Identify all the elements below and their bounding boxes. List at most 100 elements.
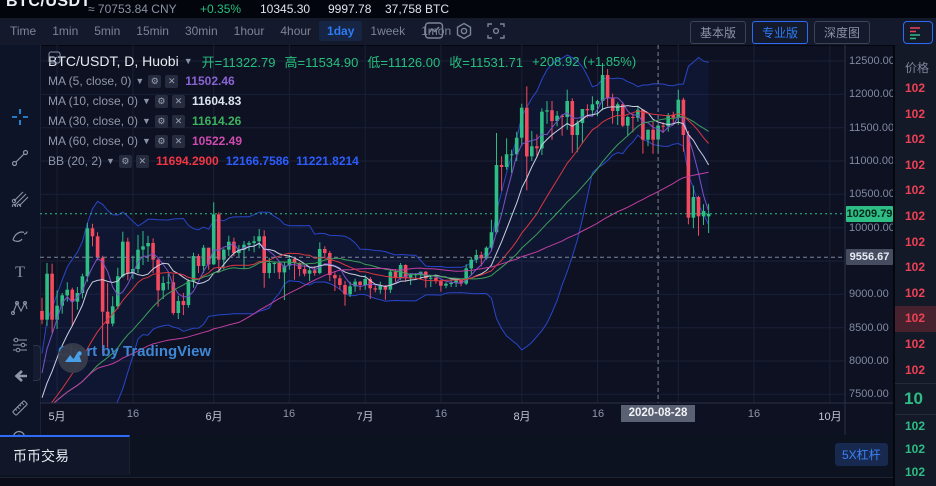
- settings-gear-icon[interactable]: [454, 22, 474, 40]
- text-tool-icon[interactable]: T: [15, 264, 25, 281]
- indicator-label[interactable]: MA (5, close, 0): [48, 74, 132, 88]
- ask-row[interactable]: 102: [905, 234, 926, 249]
- time-tick: 16: [591, 408, 605, 420]
- screenshot-icon[interactable]: [486, 22, 506, 40]
- time-tick: 6月: [205, 411, 223, 423]
- pitchfork-icon[interactable]: [11, 189, 29, 207]
- indicator-rows: MA (5, close, 0) ▼ ⚙ ✕ 11502.46 MA (10, close…: [48, 71, 636, 171]
- ohlc-high: 高=11534.90: [284, 54, 359, 70]
- indicator-settings-icon[interactable]: ⚙: [154, 114, 168, 128]
- indicator-settings-icon[interactable]: ⚙: [154, 134, 168, 148]
- ask-row[interactable]: 102: [905, 336, 926, 351]
- indicator-settings-icon[interactable]: ⚙: [118, 154, 132, 168]
- chevron-down-icon[interactable]: ▼: [142, 96, 151, 106]
- indicator-value: 11604.83: [191, 94, 242, 108]
- indicator-remove-icon[interactable]: ✕: [171, 94, 185, 108]
- indicator-value: 12166.7586: [225, 154, 290, 168]
- orderbook-asks: 102 102 102 102 102 102 102 102 102 102 102 102: [895, 76, 936, 383]
- indicator-row: MA (60, close, 0) ▼ ⚙ ✕ 10522.49: [48, 131, 636, 151]
- bottom-tab-bar: 币币交易 5X杠杆: [0, 435, 893, 486]
- hide-panel-arrow-icon[interactable]: [11, 367, 29, 385]
- legend-symbol-row[interactable]: BTC/USDT, D, Huobi ▼ 开=11322.79 高=11534.…: [48, 51, 636, 71]
- xabcd-pattern-icon[interactable]: [11, 299, 29, 317]
- ask-row[interactable]: 102: [905, 362, 926, 377]
- indicator-row: BB (20, 2) ▼ ⚙ ✕ 11694.2900 12166.7586 11221.8…: [48, 151, 636, 171]
- price-tick: 10500.00: [849, 188, 895, 200]
- indicator-label[interactable]: BB (20, 2): [48, 154, 103, 168]
- chevron-down-icon[interactable]: ▼: [135, 76, 145, 86]
- ask-row[interactable]: 102: [905, 132, 926, 147]
- symbol-title: BTC/USDT: [6, 0, 91, 10]
- indicator-settings-icon[interactable]: ⚙: [154, 94, 168, 108]
- rail-resize-handle[interactable]: [33, 345, 41, 381]
- time-tick: 16: [126, 408, 140, 420]
- indicator-remove-icon[interactable]: ✕: [171, 134, 185, 148]
- trend-line-icon[interactable]: [11, 149, 29, 167]
- bid-row[interactable]: 102: [905, 419, 926, 434]
- ask-row[interactable]: 102: [905, 81, 926, 95]
- chevron-down-icon[interactable]: ▼: [142, 116, 151, 126]
- time-tick: 16: [434, 408, 448, 420]
- chart-type-icon[interactable]: [424, 22, 444, 40]
- bb-basis: [50, 110, 709, 403]
- ask-row[interactable]: 102: [905, 285, 926, 300]
- legend-symbol[interactable]: BTC/USDT, D, Huobi: [48, 53, 179, 69]
- interval-1min[interactable]: 1min: [52, 24, 79, 38]
- price-tick: 11000.00: [849, 155, 895, 167]
- indicator-value: 11694.2900: [155, 154, 219, 168]
- forecast-icon[interactable]: [11, 336, 29, 354]
- chevron-down-icon[interactable]: ▼: [106, 156, 115, 166]
- ohlc-open: 开=11322.79: [201, 54, 276, 70]
- orderbook-layout-icon[interactable]: [903, 21, 933, 44]
- time-tick: 8月: [513, 411, 531, 423]
- bid-row[interactable]: 102: [905, 442, 926, 457]
- indicator-label[interactable]: MA (10, close, 0): [48, 94, 139, 108]
- ask-row[interactable]: 102: [905, 106, 926, 121]
- ask-row[interactable]: 102: [905, 183, 926, 198]
- orderbook-last-price: 10: [895, 383, 936, 416]
- chevron-down-icon[interactable]: ▼: [183, 56, 193, 66]
- price-tick: 11500.00: [849, 122, 895, 134]
- indicator-remove-icon[interactable]: ✕: [171, 114, 185, 128]
- chart-canvas[interactable]: [40, 45, 893, 435]
- indicator-remove-icon[interactable]: ✕: [165, 74, 179, 88]
- interval-15min[interactable]: 15min: [136, 24, 169, 38]
- tradingview-attribution[interactable]: Chart by TradingView: [58, 343, 211, 373]
- mode-button-深度图[interactable]: 深度图: [813, 21, 870, 44]
- ask-row[interactable]: 102: [905, 157, 926, 172]
- orderbook-bids: 102 102 102: [895, 415, 936, 484]
- interval-30min[interactable]: 30min: [184, 24, 218, 38]
- leverage-button[interactable]: 5X杠杆: [835, 443, 888, 466]
- price-tick: 12500.00: [849, 55, 895, 67]
- indicator-label[interactable]: MA (30, close, 0): [48, 114, 139, 128]
- change-percent: +0.35%: [200, 2, 242, 16]
- ruler-icon[interactable]: [11, 399, 29, 417]
- tab-spot-trading[interactable]: 币币交易: [0, 435, 130, 475]
- indicator-row: MA (30, close, 0) ▼ ⚙ ✕ 11614.26: [48, 111, 636, 131]
- mode-button-基本版[interactable]: 基本版: [689, 21, 746, 44]
- interval-Time[interactable]: Time: [10, 24, 37, 38]
- indicator-label[interactable]: MA (60, close, 0): [48, 134, 139, 148]
- mode-button-专业版[interactable]: 专业版: [751, 21, 808, 44]
- ask-row[interactable]: 102: [895, 306, 936, 332]
- orderbook-panel: 价格 102 102 102 102 102 102 102 102 102 102 102 102 …: [893, 45, 936, 486]
- interval-1week[interactable]: 1week: [370, 24, 406, 38]
- interval-1hour[interactable]: 1hour: [233, 24, 265, 38]
- ask-row[interactable]: 102: [905, 260, 926, 275]
- crosshair-date-label: 2020-08-28: [621, 405, 695, 422]
- candlestick-chart[interactable]: BTC/USDT, D, Huobi ▼ 开=11322.79 高=11534.…: [40, 45, 895, 435]
- brush-icon[interactable]: [11, 227, 29, 245]
- bid-row[interactable]: 102: [905, 465, 926, 480]
- legend-collapse-icon[interactable]: [48, 51, 61, 64]
- chevron-down-icon[interactable]: ▼: [142, 136, 151, 146]
- current-price-label: 10209.79: [846, 206, 893, 222]
- interval-1day[interactable]: 1day: [319, 21, 363, 41]
- indicator-remove-icon[interactable]: ✕: [135, 154, 149, 168]
- ask-row[interactable]: 102: [905, 208, 926, 223]
- interval-5min[interactable]: 5min: [94, 24, 121, 38]
- time-tick: 16: [747, 408, 761, 420]
- interval-4hour[interactable]: 4hour: [280, 24, 312, 38]
- crosshair-icon[interactable]: [11, 108, 29, 126]
- tab-row: 币币交易 5X杠杆: [0, 435, 893, 478]
- indicator-settings-icon[interactable]: ⚙: [148, 74, 162, 88]
